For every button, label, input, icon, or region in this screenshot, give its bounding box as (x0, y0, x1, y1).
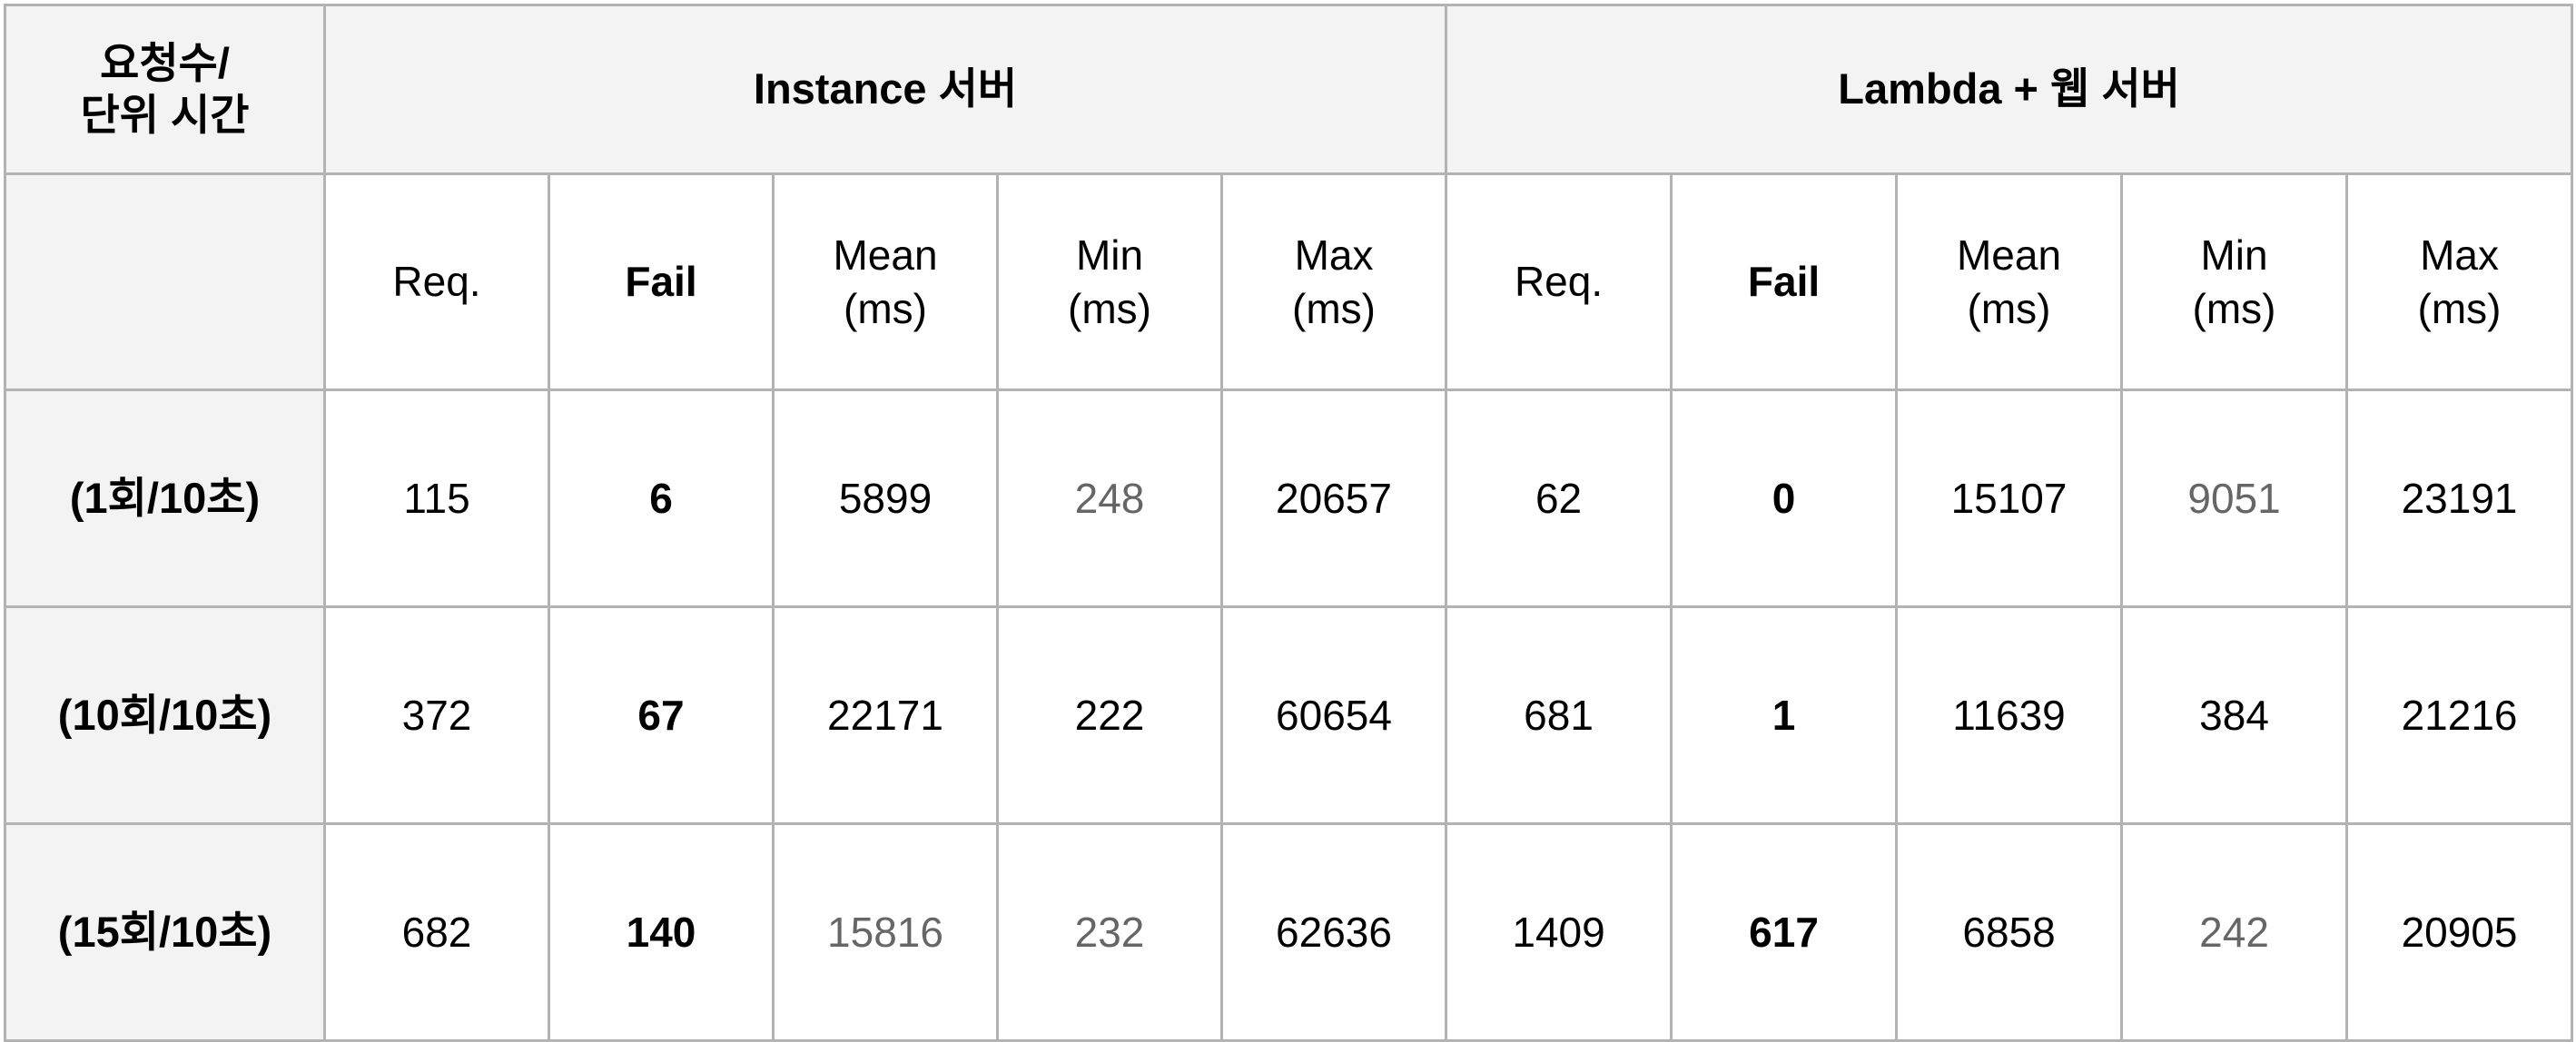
cell-lambda-min: 9051 (2120, 388, 2349, 608)
cell-lambda-mean: 11639 (1895, 605, 2124, 825)
subheader-label: Fail (625, 258, 697, 306)
table-row: (10회/10초) 372 67 22171 222 60654 681 1 1… (4, 605, 2574, 825)
cell-lambda-mean: 15107 (1895, 388, 2124, 608)
row-label: (1회/10초) (4, 388, 326, 608)
cell-instance-req: 115 (323, 388, 550, 608)
cell-lambda-req: 681 (1445, 605, 1673, 825)
cell-instance-fail: 6 (548, 388, 775, 608)
cell-instance-fail: 140 (548, 822, 775, 1042)
cell-lambda-min: 242 (2120, 822, 2349, 1042)
subheader-label: Max (2420, 231, 2499, 279)
subheader-lambda-req: Req. (1445, 172, 1673, 391)
row-label: (15회/10초) (4, 822, 326, 1042)
metric-header-row: Req. Fail Mean (ms) Min (ms) Max (ms) Re… (4, 172, 2574, 391)
cell-instance-max: 60654 (1219, 605, 1448, 825)
cell-lambda-req: 62 (1445, 388, 1673, 608)
cell-instance-min: 222 (996, 605, 1223, 825)
results-table-container: 요청수/ 단위 시간 Instance 서버 Lambda + 웹 서버 Req… (4, 4, 2574, 1042)
subheader-instance-mean: Mean (ms) (772, 172, 999, 391)
cell-instance-mean: 22171 (772, 605, 999, 825)
subheader-instance-req: Req. (323, 172, 550, 391)
cell-instance-min: 232 (996, 822, 1223, 1042)
subheader-lambda-max: Max (ms) (2345, 172, 2574, 391)
subheader-lambda-fail: Fail (1670, 172, 1899, 391)
group-header-lambda: Lambda + 웹 서버 (1445, 4, 2574, 175)
subheader-lambda-mean: Mean (ms) (1895, 172, 2124, 391)
subheader-instance-max: Max (ms) (1219, 172, 1448, 391)
row-label: (10회/10초) (4, 605, 326, 825)
cell-instance-fail: 67 (548, 605, 775, 825)
subheader-unit: (ms) (1292, 284, 1376, 332)
group-header-instance: Instance 서버 (322, 4, 1448, 175)
table-row: (15회/10초) 682 140 15816 232 62636 1409 6… (4, 822, 2574, 1042)
cell-instance-max: 20657 (1219, 388, 1448, 608)
cell-instance-min: 248 (996, 388, 1223, 608)
cell-instance-max: 62636 (1219, 822, 1448, 1042)
subheader-label: Min (2200, 231, 2268, 279)
subheader-label: Fail (1747, 258, 1821, 306)
subheader-lambda-min: Min (ms) (2120, 172, 2349, 391)
cell-lambda-min: 384 (2120, 605, 2349, 825)
subheader-unit: (ms) (844, 284, 927, 332)
subheader-label: Req. (392, 258, 481, 306)
cell-instance-mean: 5899 (772, 388, 999, 608)
subheader-unit: (ms) (2192, 284, 2276, 332)
cell-instance-req: 682 (323, 822, 550, 1042)
cell-lambda-max: 23191 (2345, 388, 2574, 608)
table-row: (1회/10초) 115 6 5899 248 20657 62 0 15107… (4, 388, 2574, 608)
subheader-unit: (ms) (1967, 284, 2051, 332)
corner-label-line1: 요청수/ (100, 39, 230, 88)
cell-lambda-max: 20905 (2345, 822, 2574, 1042)
cell-lambda-fail: 0 (1670, 388, 1899, 608)
group-header-row: 요청수/ 단위 시간 Instance 서버 Lambda + 웹 서버 (4, 4, 2574, 175)
subheader-label: Mean (1956, 231, 2062, 279)
subheader-instance-fail: Fail (548, 172, 775, 391)
cell-lambda-req: 1409 (1445, 822, 1673, 1042)
subheader-instance-min: Min (ms) (996, 172, 1223, 391)
subheader-label: Req. (1514, 258, 1604, 306)
subheader-unit: (ms) (2417, 284, 2502, 332)
corner-label-line2: 단위 시간 (80, 90, 250, 139)
cell-lambda-fail: 1 (1670, 605, 1899, 825)
corner-header: 요청수/ 단위 시간 (4, 4, 326, 175)
subheader-label: Mean (833, 231, 938, 279)
empty-subheader-cell (4, 172, 326, 391)
cell-lambda-mean: 6858 (1895, 822, 2124, 1042)
cell-instance-mean: 15816 (772, 822, 999, 1042)
cell-lambda-fail: 617 (1670, 822, 1899, 1042)
cell-lambda-max: 21216 (2345, 605, 2574, 825)
subheader-unit: (ms) (1068, 284, 1151, 332)
subheader-label: Max (1294, 231, 1374, 279)
cell-instance-req: 372 (323, 605, 550, 825)
load-test-results-table: 요청수/ 단위 시간 Instance 서버 Lambda + 웹 서버 Req… (4, 4, 2574, 1042)
subheader-label: Min (1075, 231, 1144, 279)
